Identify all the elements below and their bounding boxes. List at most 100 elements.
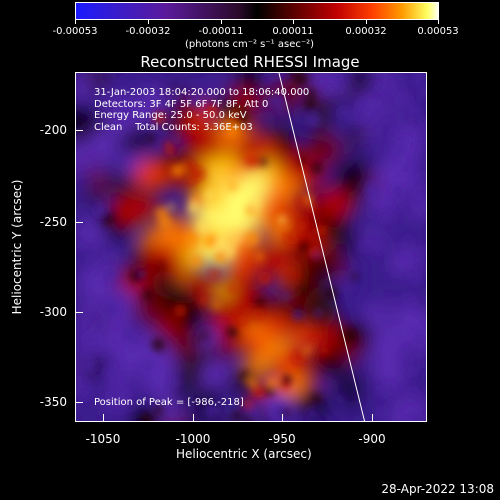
emission-detail [169, 92, 180, 102]
colorbar-tick-label: 0.00032 [345, 26, 387, 37]
peak-position-text: Position of Peak = [-986,-218] [94, 397, 244, 408]
emission-detail [203, 233, 218, 248]
emission-detail [78, 387, 91, 400]
emission-detail [185, 232, 198, 245]
emission-detail [254, 87, 262, 95]
emission-detail [306, 407, 318, 419]
emission-detail [87, 337, 101, 351]
emission-detail [249, 197, 260, 207]
emission-detail [407, 388, 419, 400]
emission-blob [76, 218, 107, 249]
emission-detail [212, 301, 220, 309]
emission-detail [417, 172, 426, 180]
emission-blob [310, 133, 343, 166]
emission-detail [415, 188, 426, 199]
emission-blob [144, 346, 177, 380]
emission-detail [276, 105, 285, 114]
emission-detail [281, 374, 293, 386]
emission-detail [173, 303, 188, 317]
emission-detail [324, 286, 338, 301]
emission-detail [237, 314, 248, 325]
emission-detail [228, 285, 235, 293]
emission-detail [82, 359, 97, 373]
emission-blob [76, 245, 87, 265]
emission-blob [373, 357, 406, 390]
x-tick-mark [103, 414, 104, 422]
emission-detail [252, 307, 265, 320]
colorbar-tick-mark [75, 20, 76, 24]
emission-detail [398, 200, 406, 208]
colorbar-tick-label: -0.00032 [125, 26, 171, 37]
colorbar [75, 2, 439, 20]
emission-detail [406, 103, 420, 117]
emission-detail [230, 236, 240, 245]
emission-detail [357, 98, 370, 111]
emission-detail [204, 189, 216, 200]
emission-detail [205, 106, 214, 115]
emission-detail [377, 387, 387, 397]
emission-detail [347, 115, 355, 123]
x-tick-label: -900 [358, 432, 386, 446]
emission-detail [406, 363, 419, 376]
observation-info: 31-Jan-2003 18:04:20.000 to 18:06:40.000… [94, 87, 309, 133]
emission-blob [326, 395, 350, 419]
emission-detail [188, 202, 200, 214]
emission-detail [235, 111, 248, 125]
emission-detail [310, 335, 320, 345]
emission-detail [343, 328, 357, 343]
emission-blob [158, 391, 176, 410]
emission-detail [328, 73, 341, 81]
emission-detail [352, 273, 359, 280]
time-range-text: 31-Jan-2003 18:04:20.000 to 18:06:40.000 [94, 87, 310, 98]
emission-blob [334, 160, 367, 193]
emission-detail [253, 297, 267, 311]
emission-detail [308, 246, 320, 257]
emission-detail [78, 242, 86, 250]
emission-detail [388, 129, 398, 139]
colorbar-tick-label: 0.00011 [272, 26, 314, 37]
emission-detail [403, 247, 411, 255]
emission-blob [387, 159, 421, 193]
emission-detail [239, 370, 250, 382]
emission-blob [96, 242, 116, 263]
emission-detail [248, 406, 261, 419]
emission-blob [76, 403, 105, 421]
emission-detail [198, 295, 209, 306]
emission-detail [415, 128, 426, 139]
emission-blob [264, 298, 284, 317]
emission-detail [153, 111, 167, 125]
emission-detail [130, 336, 140, 346]
emission-blob [177, 351, 206, 380]
emission-detail [117, 105, 131, 119]
emission-detail [374, 407, 388, 420]
emission-detail [397, 93, 411, 107]
emission-detail [189, 93, 202, 107]
emission-detail [413, 329, 426, 344]
emission-detail [406, 347, 420, 361]
emission-detail [94, 321, 104, 332]
emission-blob [245, 336, 266, 358]
emission-blob [261, 311, 290, 341]
emission-detail [278, 215, 287, 224]
emission-detail [209, 268, 220, 279]
emission-blob [390, 247, 419, 276]
emission-detail [230, 116, 238, 124]
emission-blob [227, 290, 258, 321]
emission-detail [248, 378, 257, 388]
emission-detail [108, 390, 122, 404]
emission-detail [227, 124, 239, 137]
emission-detail [157, 262, 165, 270]
emission-blob [373, 324, 408, 359]
emission-detail [171, 163, 185, 178]
emission-blob [197, 327, 220, 350]
colorbar-tick-mark [438, 20, 439, 24]
emission-blob [115, 289, 137, 311]
emission-detail [404, 294, 416, 305]
emission-blob [289, 323, 317, 351]
emission-blob [107, 171, 126, 191]
emission-blob [114, 194, 147, 226]
emission-detail [284, 231, 298, 245]
emission-blob [350, 73, 375, 91]
emission-detail [310, 161, 323, 175]
emission-detail [283, 292, 290, 300]
